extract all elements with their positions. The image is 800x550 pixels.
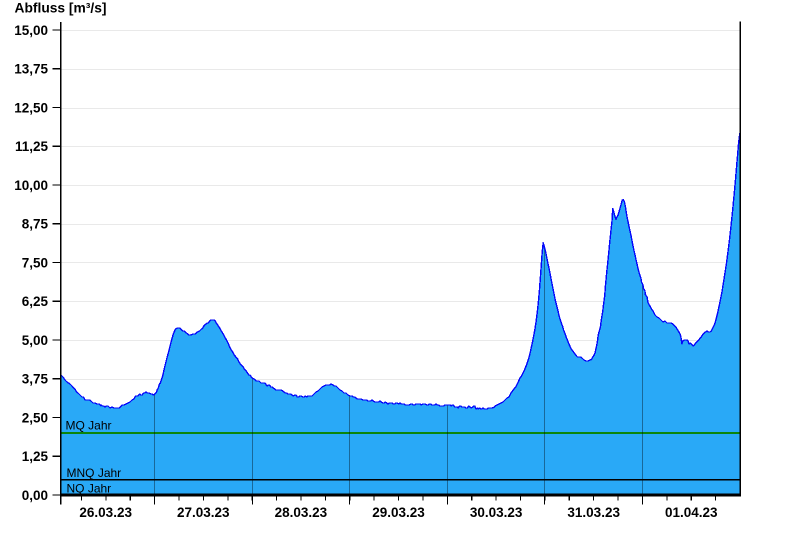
svg-text:28.03.23: 28.03.23 bbox=[275, 505, 328, 520]
svg-text:3,75: 3,75 bbox=[22, 372, 49, 387]
svg-text:7,50: 7,50 bbox=[22, 255, 48, 270]
svg-text:0,00: 0,00 bbox=[22, 488, 48, 503]
svg-text:13,75: 13,75 bbox=[14, 62, 48, 77]
svg-text:6,25: 6,25 bbox=[22, 294, 49, 309]
svg-text:1,25: 1,25 bbox=[22, 449, 49, 464]
svg-text:11,25: 11,25 bbox=[15, 139, 49, 154]
svg-text:31.03.23: 31.03.23 bbox=[567, 505, 620, 520]
svg-text:8,75: 8,75 bbox=[22, 217, 49, 232]
svg-text:5,00: 5,00 bbox=[22, 333, 48, 348]
svg-text:12,50: 12,50 bbox=[14, 100, 48, 115]
svg-text:01.04.23: 01.04.23 bbox=[665, 505, 718, 520]
svg-text:29.03.23: 29.03.23 bbox=[372, 505, 425, 520]
svg-text:MQ Jahr: MQ Jahr bbox=[66, 419, 112, 433]
svg-text:Abfluss [m³/s]: Abfluss [m³/s] bbox=[15, 1, 107, 16]
svg-text:NQ Jahr: NQ Jahr bbox=[67, 482, 112, 496]
svg-text:MNQ Jahr: MNQ Jahr bbox=[67, 466, 122, 480]
svg-text:30.03.23: 30.03.23 bbox=[470, 505, 523, 520]
svg-text:15,00: 15,00 bbox=[14, 23, 48, 38]
svg-text:27.03.23: 27.03.23 bbox=[177, 505, 230, 520]
svg-text:2,50: 2,50 bbox=[22, 410, 48, 425]
svg-text:26.03.23: 26.03.23 bbox=[79, 505, 132, 520]
svg-text:10,00: 10,00 bbox=[14, 178, 48, 193]
